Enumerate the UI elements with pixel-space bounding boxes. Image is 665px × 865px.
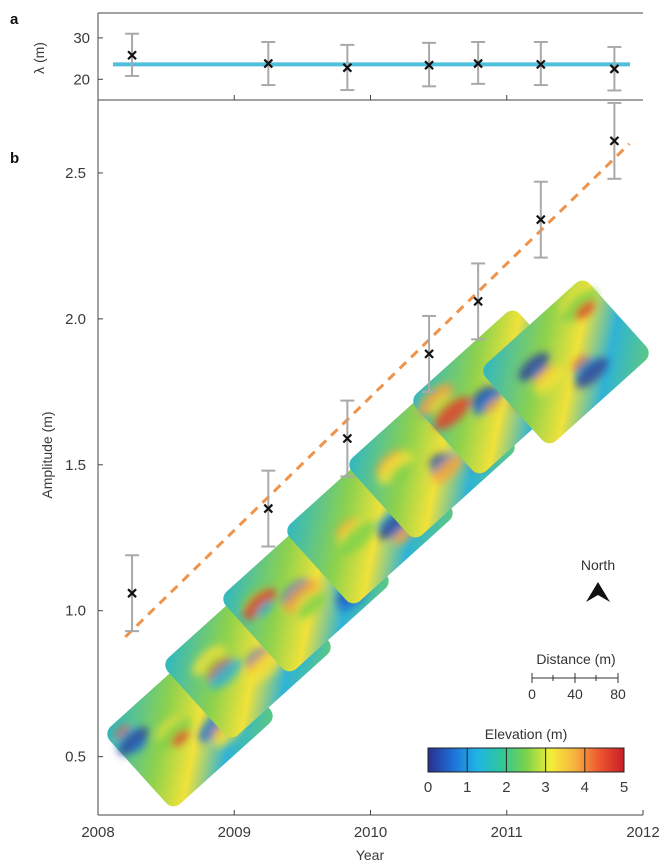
panel-b-point	[342, 433, 353, 444]
elevation-blob	[574, 300, 596, 320]
panel-a-point	[609, 64, 620, 74]
elevation-blob	[114, 724, 131, 740]
panel-b-points	[125, 101, 622, 633]
elevation-blob	[377, 450, 414, 485]
panel-a-x-ticks	[233, 95, 508, 100]
elevation-blob	[282, 579, 319, 613]
scale-bar-title: Distance (m)	[536, 651, 615, 667]
colorbar-tick-label: 0	[424, 779, 432, 796]
elevation-blob	[390, 462, 411, 482]
colorbar-title: Elevation (m)	[485, 726, 567, 742]
panel-b-x-tick-label: 2010	[354, 824, 387, 841]
panel-b: b Amplitude (m) Year 0.51.01.52.02.5 200…	[10, 100, 660, 863]
colorbar-tick-label: 5	[620, 779, 628, 796]
elevation-blob	[205, 656, 224, 674]
panel-b-point	[424, 349, 434, 359]
elevation-blob	[171, 729, 190, 747]
panel-b-y-tick-label: 1.5	[65, 457, 86, 474]
elevation-blob	[208, 658, 242, 690]
panel-a-point	[127, 50, 137, 61]
elevation-blob	[432, 454, 463, 484]
panel-b-point	[536, 214, 546, 225]
colorbar-tick-label: 1	[463, 779, 471, 796]
elevation-blob	[255, 600, 274, 617]
elevation-blob	[192, 644, 226, 676]
panel-b-letter: b	[10, 150, 19, 167]
scale-bar-tick-label: 40	[567, 686, 583, 702]
elevation-blob	[417, 382, 454, 417]
colorbar-tick-label: 2	[502, 779, 510, 796]
elevation-blob	[531, 364, 547, 379]
elevation-blob	[571, 355, 590, 372]
panel-b-trend-line	[124, 142, 631, 639]
panel-b-point	[127, 588, 137, 598]
panel-a-point	[342, 62, 353, 73]
colorbar-gradient	[427, 747, 625, 773]
scale-bar-tick-label: 80	[610, 686, 626, 702]
elevation-blob	[472, 386, 504, 416]
panel-b-y-tick-label: 1.0	[65, 603, 86, 620]
elevation-blob	[485, 398, 501, 413]
panel-a-point	[473, 58, 483, 69]
elevation-blob	[158, 717, 192, 749]
scale-bar-ticks: 0 40 80	[528, 673, 626, 702]
elevation-blob	[242, 588, 276, 620]
elevation-tile	[483, 280, 649, 444]
elevation-blob	[433, 396, 470, 430]
panel-b-y-tick-label: 2.0	[65, 311, 86, 328]
panel-b-x-tick-label: 2008	[81, 824, 114, 841]
north-indicator: North	[581, 557, 615, 602]
elevation-blob	[534, 366, 566, 395]
scale-bar: Distance (m) 0 40 80	[528, 651, 626, 702]
scale-bar-tick-label: 0	[528, 686, 536, 702]
elevation-blob	[561, 288, 598, 323]
panel-a-y-tick-label: 20	[73, 71, 90, 88]
panel-b-x-axis-title: Year	[356, 847, 385, 863]
panel-a-letter: a	[10, 11, 19, 28]
panel-a-y-tick-label: 30	[73, 30, 90, 47]
panel-b-y-tick-label: 2.5	[65, 165, 86, 182]
elevation-blob	[518, 352, 550, 381]
colorbar-tick-label: 4	[581, 779, 589, 796]
elevation-blob	[339, 520, 376, 555]
panel-b-x-ticks: 2008 2009 2010 2011 2012	[81, 810, 660, 841]
elevation-tile-texture	[518, 287, 609, 395]
panel-b-x-tick-label: 2011	[491, 824, 523, 841]
colorbar-tick-label: 3	[541, 779, 549, 796]
panel-b-x-tick-label: 2012	[626, 824, 659, 841]
panel-b-x-tick-label: 2009	[218, 824, 251, 841]
north-label: North	[581, 557, 615, 573]
elevation-blob	[297, 592, 326, 619]
panel-b-y-tick-label: 0.5	[65, 749, 86, 766]
panel-b-point	[263, 503, 274, 514]
panel-b-point	[473, 296, 483, 307]
elevation-tile-base	[483, 280, 649, 444]
panel-b-y-ticks: 0.5 1.0 1.5 2.0 2.5	[65, 165, 103, 766]
panel-a-points	[125, 32, 622, 92]
panel-a-y-axis-title: λ (m)	[31, 42, 47, 74]
panel-a-point	[424, 60, 434, 70]
colorbar: Elevation (m) 0 1 2 3 4 5	[424, 726, 628, 796]
elevation-blob	[575, 357, 609, 389]
panel-b-point	[609, 136, 620, 146]
elevation-blob	[130, 738, 147, 753]
panel-a-point	[263, 58, 274, 69]
elevation-maps	[107, 280, 649, 807]
colorbar-ticks: 0 1 2 3 4 5	[424, 748, 628, 796]
elevation-blob	[429, 452, 445, 467]
elevation-blob	[117, 726, 149, 756]
panel-b-y-axis-title: Amplitude (m)	[39, 411, 55, 498]
panel-a-point	[536, 59, 546, 70]
north-arrow-icon	[586, 582, 610, 602]
